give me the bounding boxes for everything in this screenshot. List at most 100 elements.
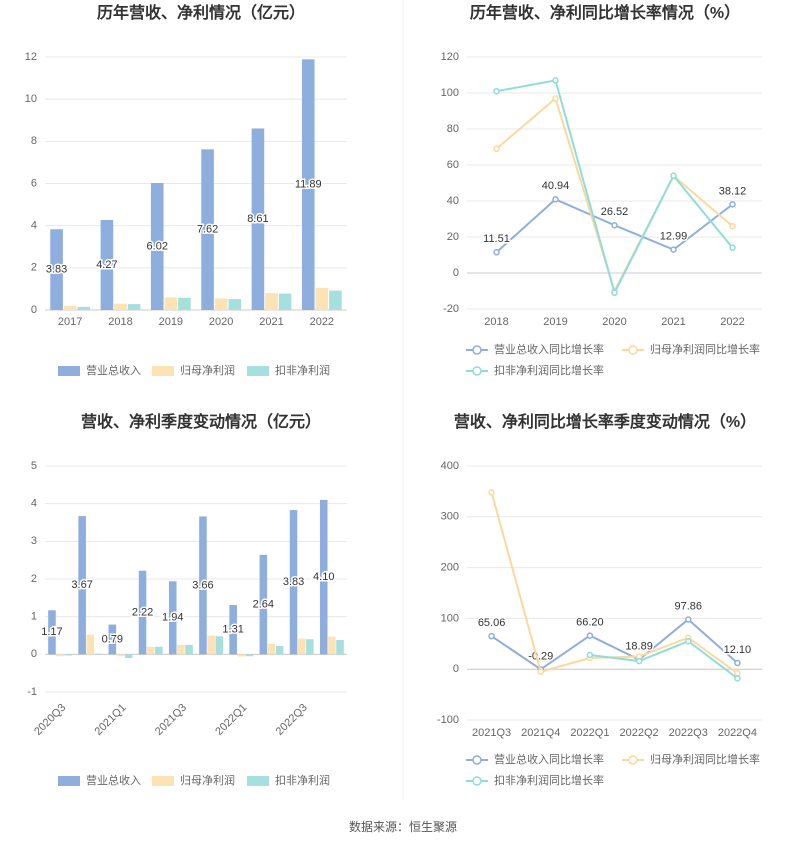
bar bbox=[138, 570, 147, 655]
bar bbox=[315, 287, 329, 310]
bar bbox=[301, 59, 315, 310]
bar bbox=[63, 305, 77, 310]
bar bbox=[251, 128, 265, 310]
legend-swatch bbox=[152, 366, 174, 376]
y-tick-label: 8 bbox=[31, 135, 37, 147]
legend-swatch bbox=[472, 366, 482, 376]
value-label: 2.64 bbox=[253, 599, 274, 611]
y-tick-label: 0 bbox=[31, 648, 37, 660]
bar bbox=[201, 149, 214, 310]
point bbox=[670, 246, 677, 253]
bar bbox=[306, 639, 314, 655]
point bbox=[611, 289, 618, 297]
point bbox=[552, 77, 559, 84]
bar bbox=[108, 624, 117, 655]
bar bbox=[155, 646, 163, 655]
point bbox=[552, 95, 559, 102]
point bbox=[635, 657, 643, 665]
legend-label: 营业总收入同比增长率 bbox=[494, 342, 604, 356]
point bbox=[493, 249, 500, 256]
bar bbox=[319, 499, 328, 655]
bar bbox=[177, 644, 185, 655]
point bbox=[537, 668, 544, 675]
y-tick-label: 2 bbox=[31, 573, 37, 585]
value-label: 1.31 bbox=[222, 624, 243, 636]
point bbox=[488, 489, 495, 496]
line bbox=[495, 96, 734, 294]
x-tick-label: 2022 bbox=[310, 316, 334, 328]
y-tick-label: 4 bbox=[31, 498, 37, 510]
chart-title: 营收、净利同比增长率季度变动情况（%） bbox=[454, 412, 756, 431]
chart-title: 历年营收、净利同比增长率情况（%） bbox=[470, 3, 740, 22]
value-label: 11.89 bbox=[295, 179, 322, 191]
x-tick-label: 2021Q4 bbox=[521, 727, 560, 739]
x-tick-label: 2019 bbox=[543, 316, 567, 328]
bar bbox=[48, 610, 56, 655]
x-tick-label: 2021Q1 bbox=[93, 702, 129, 738]
legend-swatch bbox=[628, 755, 638, 765]
value-label: 2.22 bbox=[132, 606, 153, 618]
legend-swatch bbox=[247, 366, 269, 376]
bar bbox=[289, 510, 298, 655]
legend-label: 营业总收入同比增长率 bbox=[494, 752, 604, 766]
value-label: 12.10 bbox=[724, 644, 752, 656]
x-tick-label: 2021 bbox=[259, 316, 283, 328]
point bbox=[734, 675, 741, 682]
value-label: 8.61 bbox=[247, 213, 268, 225]
line bbox=[491, 618, 739, 671]
bar bbox=[50, 229, 63, 310]
bar bbox=[164, 297, 178, 310]
point bbox=[734, 659, 741, 667]
x-tick-label: 2020 bbox=[602, 316, 626, 328]
value-label: 40.94 bbox=[542, 180, 570, 192]
bar bbox=[77, 306, 91, 310]
x-tick-label: 2018 bbox=[484, 316, 508, 328]
legend-label: 归母净利润 bbox=[180, 773, 235, 787]
point bbox=[734, 670, 741, 677]
bar bbox=[336, 640, 344, 655]
y-tick-label: 400 bbox=[441, 460, 459, 472]
bar bbox=[259, 554, 268, 655]
legend-label: 扣非净利润 bbox=[275, 363, 330, 377]
bar bbox=[64, 654, 73, 656]
y-tick-label: 4 bbox=[31, 220, 37, 232]
bar bbox=[267, 643, 276, 655]
bar bbox=[86, 634, 95, 655]
y-tick-label: 120 bbox=[441, 51, 459, 63]
x-tick-label: 2019 bbox=[159, 316, 183, 328]
y-tick-label: 100 bbox=[441, 87, 459, 99]
value-label: 3.66 bbox=[192, 579, 213, 591]
y-tick-label: 100 bbox=[441, 612, 459, 624]
y-tick-label: -100 bbox=[437, 714, 459, 726]
bar bbox=[237, 654, 246, 657]
y-tick-label: 200 bbox=[441, 562, 459, 574]
point bbox=[670, 172, 677, 180]
value-label: 3.83 bbox=[283, 576, 304, 588]
y-tick-label: 1 bbox=[31, 611, 37, 623]
value-label: 3.83 bbox=[46, 264, 67, 276]
bar bbox=[229, 604, 237, 655]
legend-label: 归母净利润同比增长率 bbox=[650, 752, 760, 766]
legend-label: 扣非净利润 bbox=[275, 773, 330, 787]
legend-label: 扣非净利润同比增长率 bbox=[494, 363, 604, 377]
point bbox=[493, 87, 500, 95]
y-tick-label: -1 bbox=[27, 686, 37, 698]
bar bbox=[228, 299, 242, 310]
bar bbox=[278, 293, 292, 310]
y-tick-label: 12 bbox=[25, 51, 37, 63]
y-tick-label: 0 bbox=[453, 267, 459, 279]
value-label: 66.20 bbox=[576, 616, 604, 628]
y-tick-label: 6 bbox=[31, 177, 37, 189]
point bbox=[685, 616, 692, 623]
bar bbox=[178, 297, 191, 310]
x-tick-label: 2022Q1 bbox=[570, 727, 609, 739]
line bbox=[589, 640, 739, 680]
legend-label: 归母净利润同比增长率 bbox=[650, 342, 760, 356]
legend-swatch bbox=[628, 345, 638, 355]
value-label: 26.52 bbox=[601, 206, 629, 218]
value-label: 7.62 bbox=[197, 224, 218, 236]
x-tick-label: 2021 bbox=[661, 316, 685, 328]
bar bbox=[275, 646, 284, 655]
bar bbox=[100, 219, 114, 310]
y-tick-label: 0 bbox=[31, 304, 37, 316]
